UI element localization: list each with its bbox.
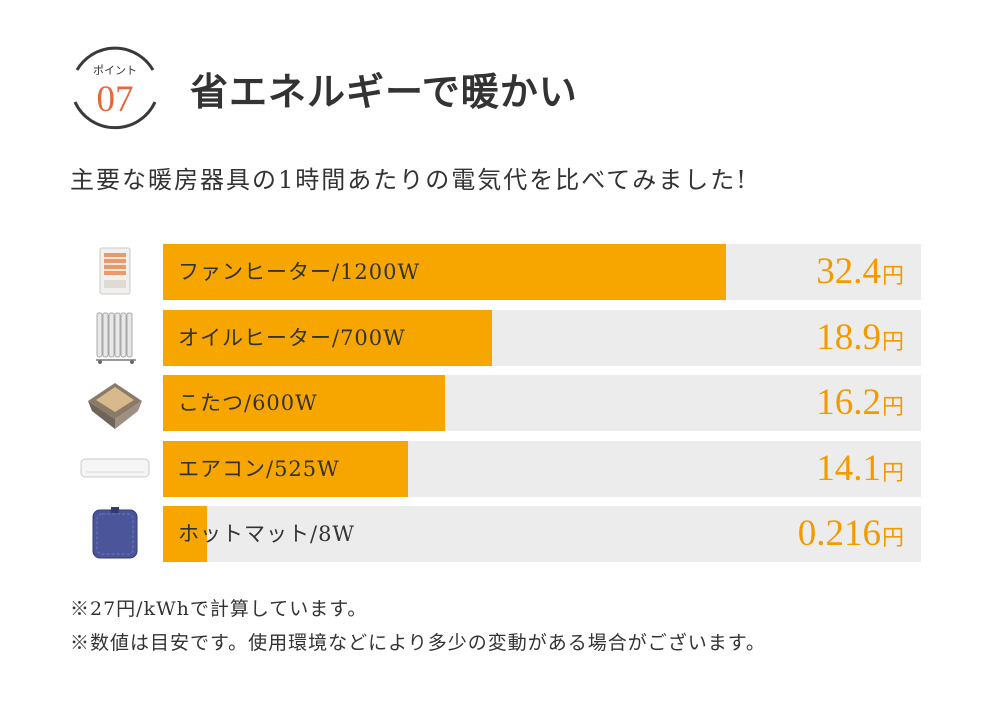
air-conditioner-icon <box>78 441 152 497</box>
page-subtitle: 主要な暖房器具の1時間あたりの電気代を比べてみました! <box>70 166 748 194</box>
bar <box>163 244 726 300</box>
bar-track <box>163 244 921 300</box>
oil-heater-icon <box>78 310 152 366</box>
bar <box>163 310 492 366</box>
chart-row: こたつ/600W 16.2円 <box>0 375 1000 431</box>
bar-label: オイルヒーター/700W <box>178 326 406 350</box>
bar-value-unit: 円 <box>881 264 904 289</box>
point-badge-ring <box>73 46 157 130</box>
point-badge-label: ポイント <box>93 64 137 77</box>
bar-value-number: 14.1 <box>816 448 881 489</box>
bar-track <box>163 506 921 562</box>
bar-value-unit: 円 <box>881 330 904 355</box>
fan-heater-icon <box>78 244 152 300</box>
kotatsu-icon <box>78 375 152 431</box>
bar-label: エアコン/525W <box>178 457 340 481</box>
bar-label: こたつ/600W <box>178 391 318 415</box>
bar-value-label: 32.4円 <box>816 244 904 300</box>
footnote-disclaimer: ※数値は目安です。使用環境などにより多少の変動がある場合がございます。 <box>70 632 766 654</box>
footnotes: ※27円/kWhで計算しています。 ※数値は目安です。使用環境などにより多少の変… <box>70 592 766 660</box>
bar-track <box>163 375 921 431</box>
chart-row: ホットマット/8W 0.216円 <box>0 506 1000 562</box>
bar-value-label: 16.2円 <box>816 375 904 431</box>
page-title: 省エネルギーで暖かい <box>190 69 578 114</box>
bar-track <box>163 310 921 366</box>
chart-row: エアコン/525W 14.1円 <box>0 441 1000 497</box>
hot-mat-icon <box>78 506 152 562</box>
bar-value-unit: 円 <box>881 526 904 551</box>
bar-value-number: 16.2 <box>816 382 881 423</box>
bar <box>163 441 408 497</box>
bar-label: ファンヒーター/1200W <box>178 260 421 284</box>
bar-value-number: 18.9 <box>816 317 881 358</box>
bar <box>163 506 207 562</box>
bar-value-unit: 円 <box>881 461 904 486</box>
bar-value-unit: 円 <box>881 395 904 420</box>
bar <box>163 375 445 431</box>
bar-value-label: 18.9円 <box>816 310 904 366</box>
bar-value-label: 0.216円 <box>798 506 904 562</box>
bar-label: ホットマット/8W <box>178 522 356 546</box>
footnote-rate: ※27円/kWhで計算しています。 <box>70 598 368 620</box>
bar-value-number: 32.4 <box>816 251 881 292</box>
chart-row: ファンヒーター/1200W 32.4円 <box>0 244 1000 300</box>
bar-value-label: 14.1円 <box>816 441 904 497</box>
chart-row: オイルヒーター/700W 18.9円 <box>0 310 1000 366</box>
point-badge-number: 07 <box>96 79 134 120</box>
bar-value-number: 0.216 <box>797 513 881 554</box>
bar-track <box>163 441 921 497</box>
